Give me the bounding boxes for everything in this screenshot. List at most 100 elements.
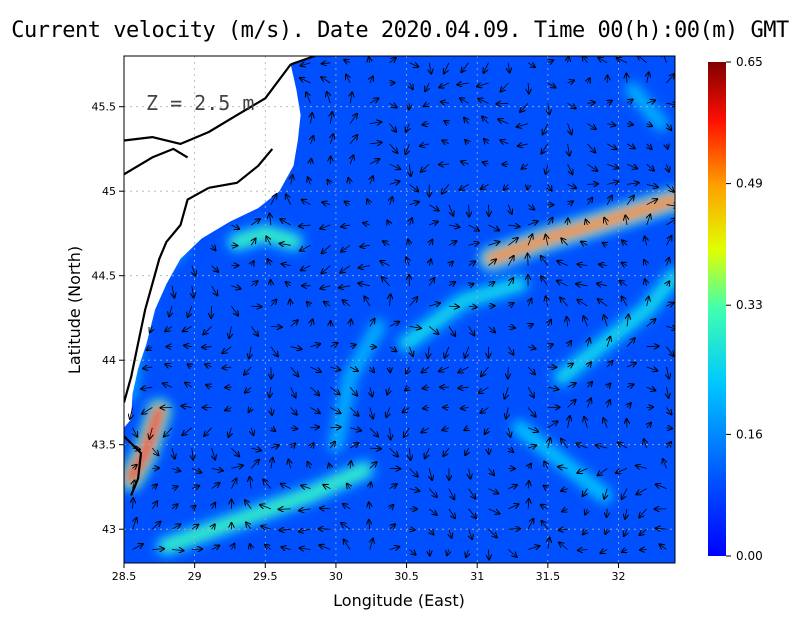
velocity-arrow	[558, 467, 568, 469]
velocity-arrow	[667, 281, 670, 286]
x-tick-label: 30.5	[394, 570, 419, 583]
velocity-arrow	[423, 387, 430, 388]
velocity-arrow	[567, 102, 576, 108]
velocity-arrow	[527, 184, 528, 189]
velocity-arrow	[622, 488, 628, 499]
velocity-arrow	[172, 285, 174, 298]
velocity-arrow	[547, 387, 559, 389]
velocity-arrow	[281, 484, 291, 489]
velocity-arrow	[600, 550, 608, 554]
velocity-arrow	[290, 300, 291, 307]
velocity-arrow	[390, 197, 393, 205]
velocity-arrow	[559, 543, 568, 550]
velocity-arrow	[299, 225, 311, 226]
velocity-arrow	[421, 163, 430, 172]
velocity-arrow	[639, 508, 647, 518]
velocity-arrow	[205, 364, 212, 367]
velocity-arrow	[458, 366, 469, 373]
velocity-arrow	[596, 445, 608, 448]
velocity-arrow	[518, 144, 529, 146]
velocity-arrow	[249, 346, 251, 359]
velocity-arrow	[288, 460, 290, 469]
velocity-arrow	[636, 488, 647, 495]
velocity-arrow	[409, 164, 410, 176]
velocity-arrow	[409, 549, 415, 555]
velocity-arrow	[370, 387, 373, 396]
velocity-arrow	[646, 199, 658, 206]
velocity-arrow	[271, 407, 272, 416]
velocity-arrow	[251, 239, 255, 246]
velocity-arrow	[132, 427, 138, 437]
velocity-arrow	[319, 545, 331, 550]
velocity-arrow	[469, 284, 474, 286]
velocity-arrow	[191, 549, 202, 550]
velocity-arrow	[429, 240, 432, 246]
velocity-arrow	[607, 400, 610, 408]
velocity-arrow	[603, 243, 608, 246]
velocity-arrow	[250, 219, 260, 226]
velocity-arrow	[587, 143, 595, 153]
x-axis-ticks: 28.5 29 29.5 30 30.5 31 31.5 32	[112, 563, 625, 583]
velocity-arrow	[382, 277, 390, 287]
velocity-arrow	[544, 462, 548, 469]
velocity-arrow	[528, 299, 531, 307]
velocity-arrow	[666, 428, 673, 429]
velocity-arrow	[367, 199, 370, 204]
velocity-arrow	[389, 163, 401, 169]
velocity-arrow	[622, 550, 627, 553]
velocity-arrow	[546, 296, 548, 307]
velocity-arrow	[647, 297, 649, 307]
velocity-arrow	[667, 407, 672, 415]
velocity-arrow	[251, 427, 253, 435]
velocity-arrow	[290, 347, 302, 350]
velocity-arrow	[568, 341, 572, 347]
coast-line	[124, 147, 189, 176]
velocity-arrow	[389, 181, 400, 184]
velocity-arrow	[222, 346, 232, 353]
velocity-arrow	[557, 281, 568, 287]
velocity-arrow	[191, 525, 199, 530]
velocity-arrow	[667, 366, 670, 379]
velocity-arrow	[164, 427, 173, 437]
velocity-arrow	[307, 302, 311, 306]
velocity-arrow	[231, 305, 238, 315]
velocity-arrow	[500, 140, 509, 144]
depth-label: Z = 2.5 m	[146, 91, 254, 115]
velocity-arrow	[587, 78, 589, 83]
velocity-arrow	[369, 142, 382, 144]
velocity-arrow	[271, 458, 273, 469]
x-tick-label: 31	[470, 570, 484, 583]
velocity-arrow	[151, 447, 158, 455]
velocity-arrow	[428, 326, 438, 334]
velocity-arrow	[249, 408, 252, 413]
velocity-arrow	[322, 63, 331, 64]
velocity-arrow	[448, 508, 455, 518]
velocity-arrow	[527, 546, 539, 550]
jet-core	[231, 227, 300, 248]
velocity-arrow	[624, 529, 627, 536]
velocity-arrow	[647, 215, 651, 226]
velocity-arrow	[617, 58, 628, 64]
velocity-arrow	[607, 101, 612, 104]
velocity-arrow	[626, 196, 634, 205]
velocity-arrow	[188, 364, 192, 367]
velocity-arrow	[622, 263, 627, 266]
velocity-arrow	[344, 540, 351, 550]
velocity-arrow	[327, 92, 331, 104]
velocity-arrow	[349, 345, 356, 347]
coastline	[124, 56, 316, 496]
velocity-arrow	[429, 468, 432, 480]
velocity-arrow	[149, 427, 152, 439]
velocity-arrow	[310, 366, 322, 372]
velocity-arrow	[527, 519, 533, 530]
velocity-arrow	[468, 306, 477, 307]
velocity-arrow	[369, 122, 382, 124]
velocity-arrow	[666, 184, 674, 192]
velocity-arrow	[562, 509, 568, 512]
velocity-arrow	[448, 204, 453, 216]
velocity-arrow	[369, 57, 370, 63]
velocity-arrow	[212, 245, 216, 250]
velocity-arrow	[488, 528, 497, 537]
velocity-arrow	[192, 448, 194, 460]
velocity-arrow	[469, 468, 471, 478]
